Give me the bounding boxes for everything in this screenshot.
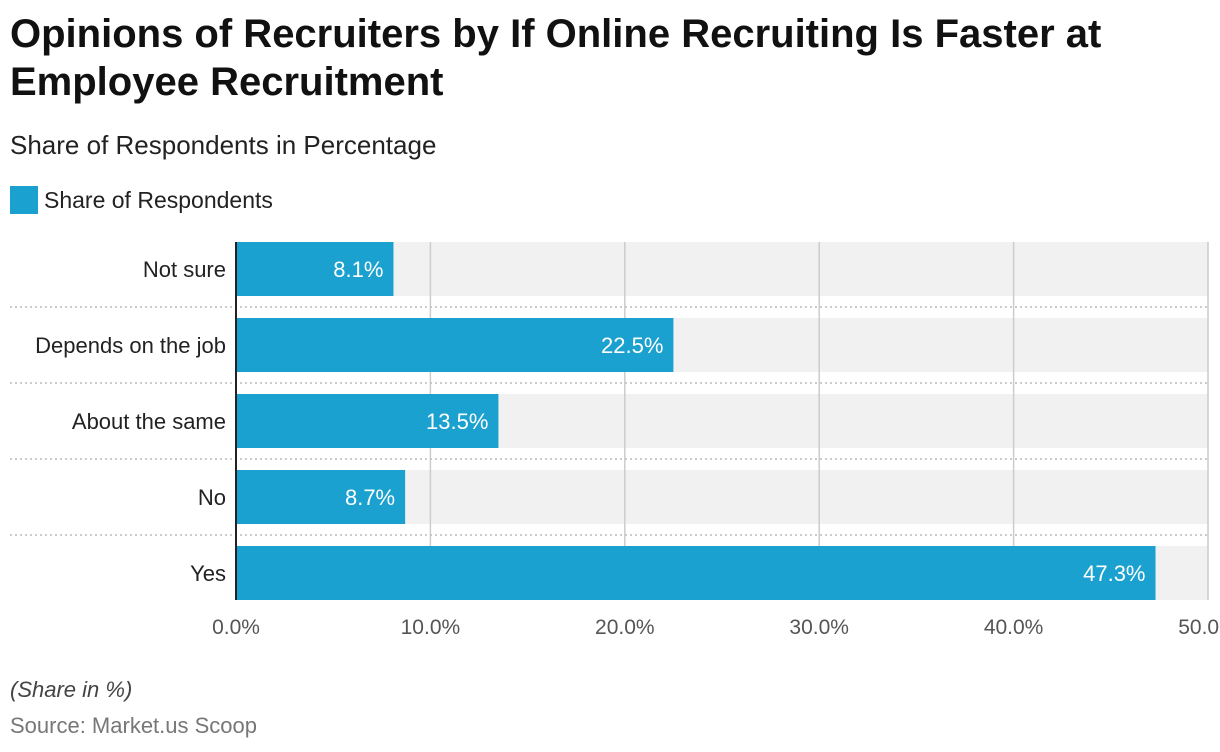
category-label: Yes (190, 561, 226, 586)
chart-note: (Share in %) (10, 677, 133, 702)
source-text: Source: Market.us Scoop (10, 713, 258, 738)
x-tick-label: 10.0% (401, 616, 461, 639)
bar (236, 470, 406, 524)
x-tick-label: 20.0% (595, 616, 655, 639)
category-label: Depends on the job (35, 333, 226, 358)
data-label: 13.5% (426, 409, 488, 434)
chart-title: Opinions of Recruiters by If Online Recr… (10, 12, 1102, 104)
data-label: 22.5% (601, 333, 663, 358)
legend-label: Share of Respondents (44, 186, 273, 213)
bar (236, 546, 1156, 600)
x-tick-label: 40.0% (984, 616, 1044, 639)
legend: Share of Respondents (10, 186, 273, 214)
bar-track (236, 242, 1208, 296)
chart-subtitle: Share of Respondents in Percentage (10, 130, 437, 160)
bar (236, 394, 499, 448)
bar (236, 242, 394, 296)
data-label: 8.7% (345, 485, 395, 510)
x-tick-label: 0.0% (212, 616, 260, 639)
bar (236, 318, 674, 372)
x-tick-label: 30.0% (789, 616, 849, 639)
category-label: About the same (72, 409, 226, 434)
data-label: 8.1% (333, 257, 383, 282)
category-label: Not sure (143, 257, 226, 282)
x-tick-label: 50.0% (1178, 616, 1220, 639)
bar-chart: 8.1% Not sure 22.5% Depends on the job 13.5%… (10, 242, 1220, 639)
legend-swatch (10, 186, 38, 214)
category-label: No (198, 485, 226, 510)
data-label: 47.3% (1083, 561, 1145, 586)
